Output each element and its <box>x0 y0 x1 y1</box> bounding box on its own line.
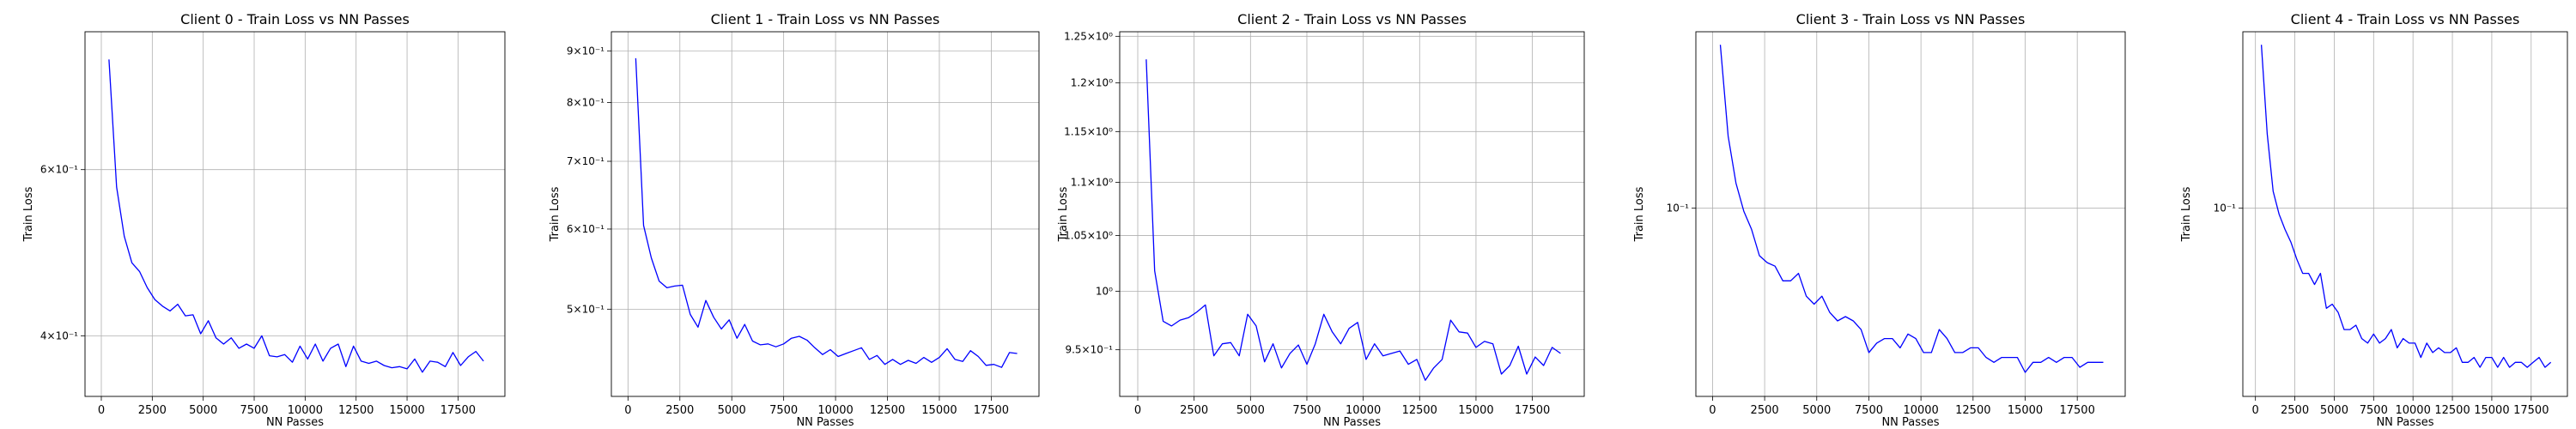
y-tick-label: 6×10⁻¹ <box>567 223 605 235</box>
y-axis-label: Train Loss <box>549 186 562 242</box>
chart-title: Client 1 - Train Loss vs NN Passes <box>711 11 940 27</box>
x-tick-label: 0 <box>2252 404 2259 417</box>
x-tick-label: 7500 <box>1292 404 1321 417</box>
x-tick-label: 17500 <box>1515 404 1550 417</box>
y-tick-label: 5×10⁻¹ <box>567 303 605 315</box>
x-tick-label: 7500 <box>1855 404 1883 417</box>
x-tick-label: 10000 <box>288 404 323 417</box>
x-tick-label: 12500 <box>1955 404 1990 417</box>
axes-frame <box>1695 31 2126 397</box>
x-tick-label: 0 <box>1709 404 1716 417</box>
x-tick-label: 10000 <box>1346 404 1381 417</box>
y-axis-label: Train Loss <box>22 186 35 242</box>
x-tick-label: 5000 <box>718 404 746 417</box>
y-tick-label: 9.5×10⁻¹ <box>1065 344 1113 356</box>
x-tick-label: 2500 <box>665 404 694 417</box>
axes-frame <box>2242 31 2568 397</box>
train-loss-line <box>108 59 484 373</box>
y-tick-label: 1.1×10⁰ <box>1071 176 1113 188</box>
x-tick-label: 17500 <box>2059 404 2094 417</box>
panel-client-1: 0 2500 5000 7500 10000 12500 15000 17500 5×10⁻¹ 6… <box>549 11 1040 429</box>
y-tick-label: 1.25×10⁰ <box>1064 30 1113 42</box>
y-tick-label: 6×10⁻¹ <box>40 164 78 176</box>
y-tick-label: 10⁻¹ <box>2214 202 2237 214</box>
x-tick-label: 15000 <box>921 404 957 417</box>
chart-title: Client 3 - Train Loss vs NN Passes <box>1796 11 2026 27</box>
x-tick-label: 15000 <box>1458 404 1493 417</box>
x-axis-label: NN Passes <box>2376 416 2433 429</box>
chart-title: Client 4 - Train Loss vs NN Passes <box>2291 11 2520 27</box>
y-tick-label: 9×10⁻¹ <box>567 45 605 57</box>
x-tick-label: 12500 <box>2434 404 2470 417</box>
x-tick-label: 7500 <box>2360 404 2388 417</box>
x-tick-label: 2500 <box>138 404 167 417</box>
x-tick-label: 10000 <box>1903 404 1938 417</box>
x-tick-label: 0 <box>1134 404 1141 417</box>
y-tick-label: 7×10⁻¹ <box>567 155 605 167</box>
x-tick-label: 15000 <box>2008 404 2043 417</box>
train-loss-line <box>1719 45 2104 373</box>
x-tick-label: 10000 <box>817 404 853 417</box>
x-tick-label: 10000 <box>2395 404 2430 417</box>
train-loss-line <box>2260 45 2552 368</box>
x-tick-label: 17500 <box>2513 404 2549 417</box>
x-tick-label: 17500 <box>974 404 1009 417</box>
x-tick-label: 5000 <box>189 404 217 417</box>
y-tick-label: 8×10⁻¹ <box>567 97 605 109</box>
x-tick-label: 5000 <box>1236 404 1265 417</box>
x-tick-label: 5000 <box>2320 404 2348 417</box>
x-tick-label: 12500 <box>338 404 374 417</box>
axes-frame <box>611 31 1040 397</box>
chart-title: Client 2 - Train Loss vs NN Passes <box>1237 11 1467 27</box>
x-tick-label: 2500 <box>2281 404 2309 417</box>
x-tick-label: 2500 <box>1751 404 1779 417</box>
x-tick-label: 0 <box>624 404 631 417</box>
x-tick-label: 2500 <box>1180 404 1208 417</box>
x-tick-label: 7500 <box>769 404 798 417</box>
x-tick-label: 15000 <box>2474 404 2509 417</box>
train-loss-line <box>1145 59 1561 381</box>
panel-client-0: 0 2500 5000 7500 10000 12500 15000 17500 4×10⁻¹ 6… <box>22 11 506 429</box>
x-axis-label: NN Passes <box>266 416 324 429</box>
axes-frame <box>1119 31 1585 397</box>
panel-client-3: 0 2500 5000 7500 10000 12500 15000 17500 10⁻¹ Cli… <box>1633 11 2126 429</box>
x-tick-label: 5000 <box>1802 404 1831 417</box>
y-tick-label: 1.2×10⁰ <box>1071 77 1113 89</box>
x-tick-label: 12500 <box>1402 404 1437 417</box>
y-axis-label: Train Loss <box>1057 186 1070 242</box>
chart-title: Client 0 - Train Loss vs NN Passes <box>180 11 410 27</box>
y-tick-label: 10⁻¹ <box>1667 202 1690 214</box>
x-axis-label: NN Passes <box>796 416 854 429</box>
y-tick-label: 10⁰ <box>1096 285 1113 297</box>
y-tick-label: 1.05×10⁰ <box>1064 229 1113 241</box>
x-axis-label: NN Passes <box>1323 416 1381 429</box>
panel-client-2: 0 2500 5000 7500 10000 12500 15000 17500 9.5×10⁻… <box>1057 11 1585 429</box>
y-tick-label: 4×10⁻¹ <box>40 329 78 341</box>
x-tick-label: 17500 <box>440 404 476 417</box>
x-tick-label: 12500 <box>870 404 905 417</box>
x-axis-label: NN Passes <box>1881 416 1939 429</box>
axes-frame <box>84 31 506 397</box>
x-tick-label: 0 <box>98 404 105 417</box>
train-loss-line <box>635 57 1018 368</box>
panel-client-4: 0 2500 5000 7500 10000 12500 15000 17500 10⁻¹ Cli… <box>2180 11 2568 429</box>
y-axis-label: Train Loss <box>2180 186 2193 242</box>
x-tick-label: 15000 <box>389 404 424 417</box>
y-axis-label: Train Loss <box>1633 186 1646 242</box>
y-tick-label: 1.15×10⁰ <box>1064 125 1113 137</box>
x-tick-label: 7500 <box>240 404 268 417</box>
